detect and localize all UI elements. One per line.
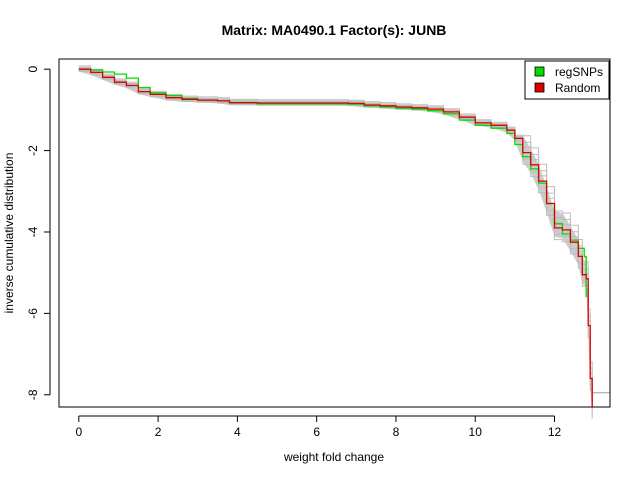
y-tick-label-4: -4	[26, 226, 40, 237]
x-tick-label-0: 0	[75, 425, 82, 439]
y-tick-label-0: 0	[26, 66, 40, 73]
legend-label-random: Random	[555, 81, 600, 95]
legend-swatch-regsnps	[534, 66, 545, 77]
legend-swatch-random	[534, 82, 545, 93]
x-tick-label-2: 2	[155, 425, 162, 439]
simulation-line-3	[78, 67, 593, 402]
x-tick-label-4: 4	[234, 425, 241, 439]
y-tick-label-8: -8	[26, 389, 40, 400]
x-tick-label-6: 6	[313, 425, 320, 439]
x-tick-label-8: 8	[393, 425, 400, 439]
y-tick-label-6: -6	[26, 308, 40, 319]
plot-border	[58, 58, 611, 408]
chart-title: Matrix: MA0490.1 Factor(s): JUNB	[222, 22, 447, 38]
series-line-random	[78, 68, 593, 407]
y-axis-label: inverse cumulative distribution	[2, 153, 16, 314]
legend: regSNPs Random	[524, 60, 610, 100]
simulation-line-1	[78, 70, 593, 419]
x-axis-label: weight fold change	[283, 450, 384, 464]
simulation-line-5	[78, 65, 593, 391]
simulation-line-2	[78, 69, 593, 414]
simulation-band	[78, 66, 593, 416]
x-tick-label-10: 10	[469, 425, 483, 439]
legend-label-regsnps: regSNPs	[555, 65, 603, 79]
y-tick-label-2: -2	[26, 145, 40, 156]
x-tick-label-12: 12	[548, 425, 562, 439]
axes: 0 2 4 6 8 10 12 0 -2 -4 -6 -8	[26, 66, 561, 439]
simulation-line-4	[78, 66, 593, 397]
plot-area	[78, 65, 610, 419]
